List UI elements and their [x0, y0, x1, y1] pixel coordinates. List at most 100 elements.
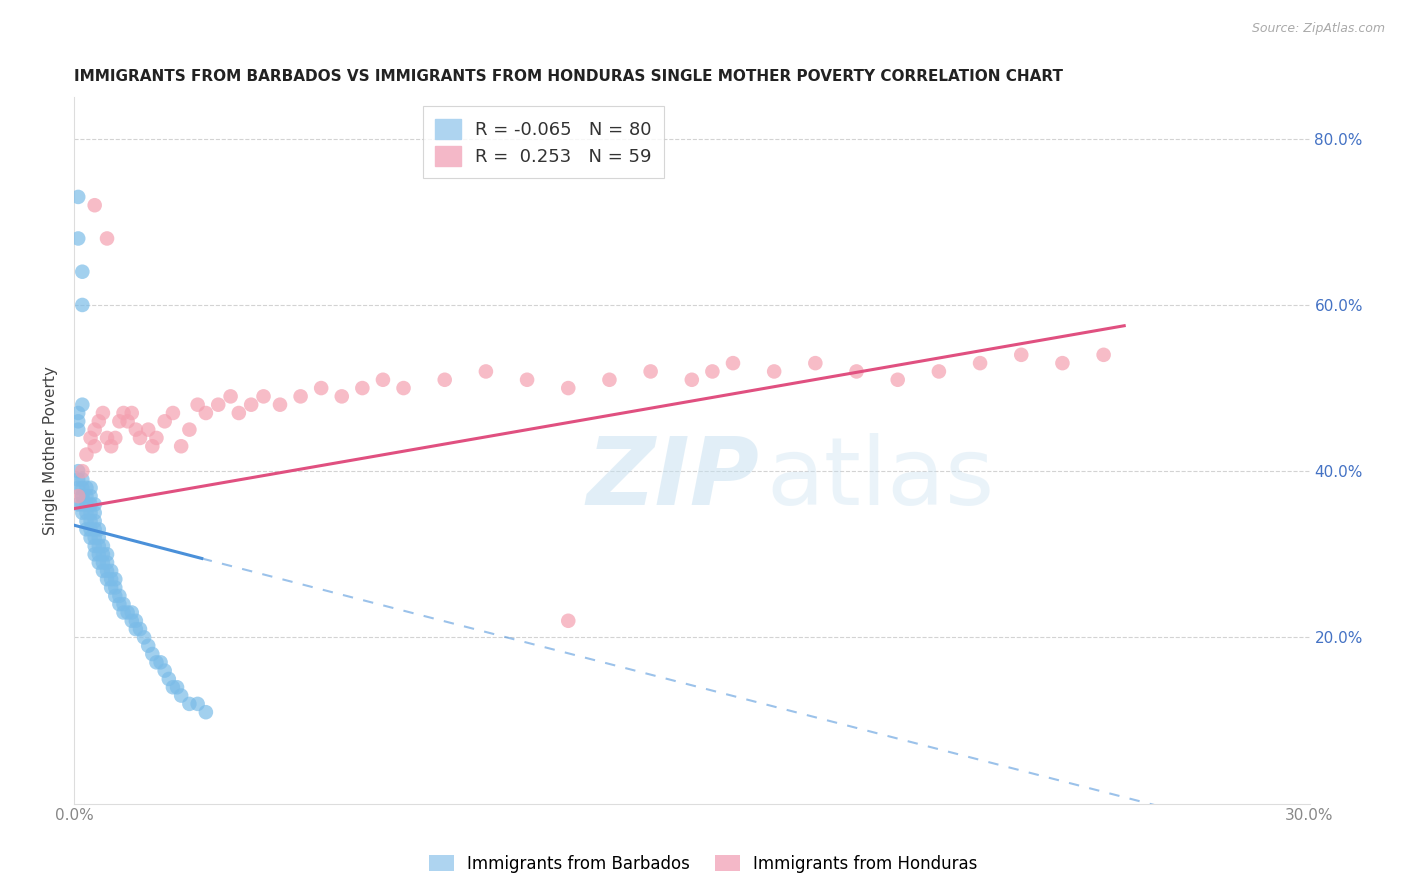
Point: [112, 606, 135, 620]
Legend: R = -0.065   N = 80, R =  0.253   N = 59: R = -0.065 N = 80, R = 0.253 N = 59: [423, 106, 664, 178]
Point: [72, 464, 94, 478]
Point: [309, 381, 332, 395]
Point: [194, 705, 217, 719]
Point: [886, 373, 908, 387]
Point: [112, 597, 135, 611]
Point: [125, 622, 148, 636]
Point: [100, 564, 122, 578]
Point: [96, 572, 118, 586]
Point: [79, 481, 101, 495]
Point: [141, 647, 163, 661]
Point: [352, 381, 374, 395]
Point: [67, 190, 90, 204]
Point: [219, 389, 242, 403]
Point: [187, 398, 209, 412]
Point: [79, 506, 101, 520]
Point: [83, 198, 105, 212]
Point: [100, 581, 122, 595]
Point: [75, 522, 97, 536]
Point: [170, 689, 193, 703]
Point: [153, 414, 176, 428]
Point: [240, 398, 263, 412]
Point: [290, 389, 312, 403]
Point: [79, 489, 101, 503]
Point: [87, 531, 110, 545]
Point: [72, 481, 94, 495]
Point: [433, 373, 456, 387]
Point: [187, 697, 209, 711]
Point: [72, 489, 94, 503]
Point: [75, 448, 97, 462]
Point: [96, 556, 118, 570]
Point: [96, 231, 118, 245]
Point: [129, 431, 152, 445]
Point: [516, 373, 538, 387]
Point: [91, 564, 114, 578]
Point: [721, 356, 744, 370]
Point: [125, 423, 148, 437]
Point: [194, 406, 217, 420]
Point: [269, 398, 291, 412]
Point: [557, 381, 579, 395]
Point: [72, 298, 94, 312]
Point: [83, 506, 105, 520]
Text: atlas: atlas: [766, 433, 994, 524]
Point: [1010, 348, 1032, 362]
Point: [845, 364, 868, 378]
Point: [87, 414, 110, 428]
Point: [72, 265, 94, 279]
Point: [763, 364, 786, 378]
Point: [91, 406, 114, 420]
Point: [108, 597, 131, 611]
Point: [121, 606, 143, 620]
Point: [83, 522, 105, 536]
Text: IMMIGRANTS FROM BARBADOS VS IMMIGRANTS FROM HONDURAS SINGLE MOTHER POVERTY CORRE: IMMIGRANTS FROM BARBADOS VS IMMIGRANTS F…: [75, 69, 1063, 84]
Point: [228, 406, 250, 420]
Text: Source: ZipAtlas.com: Source: ZipAtlas.com: [1251, 22, 1385, 36]
Point: [87, 539, 110, 553]
Point: [252, 389, 274, 403]
Point: [100, 439, 122, 453]
Text: ZIP: ZIP: [586, 433, 759, 524]
Point: [87, 556, 110, 570]
Point: [91, 547, 114, 561]
Point: [129, 622, 152, 636]
Point: [79, 531, 101, 545]
Point: [91, 556, 114, 570]
Point: [681, 373, 703, 387]
Point: [153, 664, 176, 678]
Point: [125, 614, 148, 628]
Point: [67, 414, 90, 428]
Point: [83, 547, 105, 561]
Point: [79, 431, 101, 445]
Point: [79, 514, 101, 528]
Point: [166, 680, 188, 694]
Point: [157, 672, 180, 686]
Point: [79, 522, 101, 536]
Point: [72, 506, 94, 520]
Point: [141, 439, 163, 453]
Point: [104, 572, 127, 586]
Point: [100, 572, 122, 586]
Point: [145, 656, 167, 670]
Point: [969, 356, 991, 370]
Point: [83, 539, 105, 553]
Legend: Immigrants from Barbados, Immigrants from Honduras: Immigrants from Barbados, Immigrants fro…: [422, 848, 984, 880]
Point: [179, 423, 201, 437]
Point: [67, 489, 90, 503]
Point: [104, 589, 127, 603]
Point: [67, 423, 90, 437]
Point: [72, 497, 94, 511]
Point: [121, 614, 143, 628]
Point: [392, 381, 415, 395]
Point: [96, 564, 118, 578]
Point: [72, 489, 94, 503]
Point: [67, 497, 90, 511]
Point: [132, 631, 155, 645]
Point: [72, 473, 94, 487]
Point: [96, 547, 118, 561]
Point: [67, 406, 90, 420]
Point: [75, 514, 97, 528]
Point: [207, 398, 229, 412]
Point: [112, 406, 135, 420]
